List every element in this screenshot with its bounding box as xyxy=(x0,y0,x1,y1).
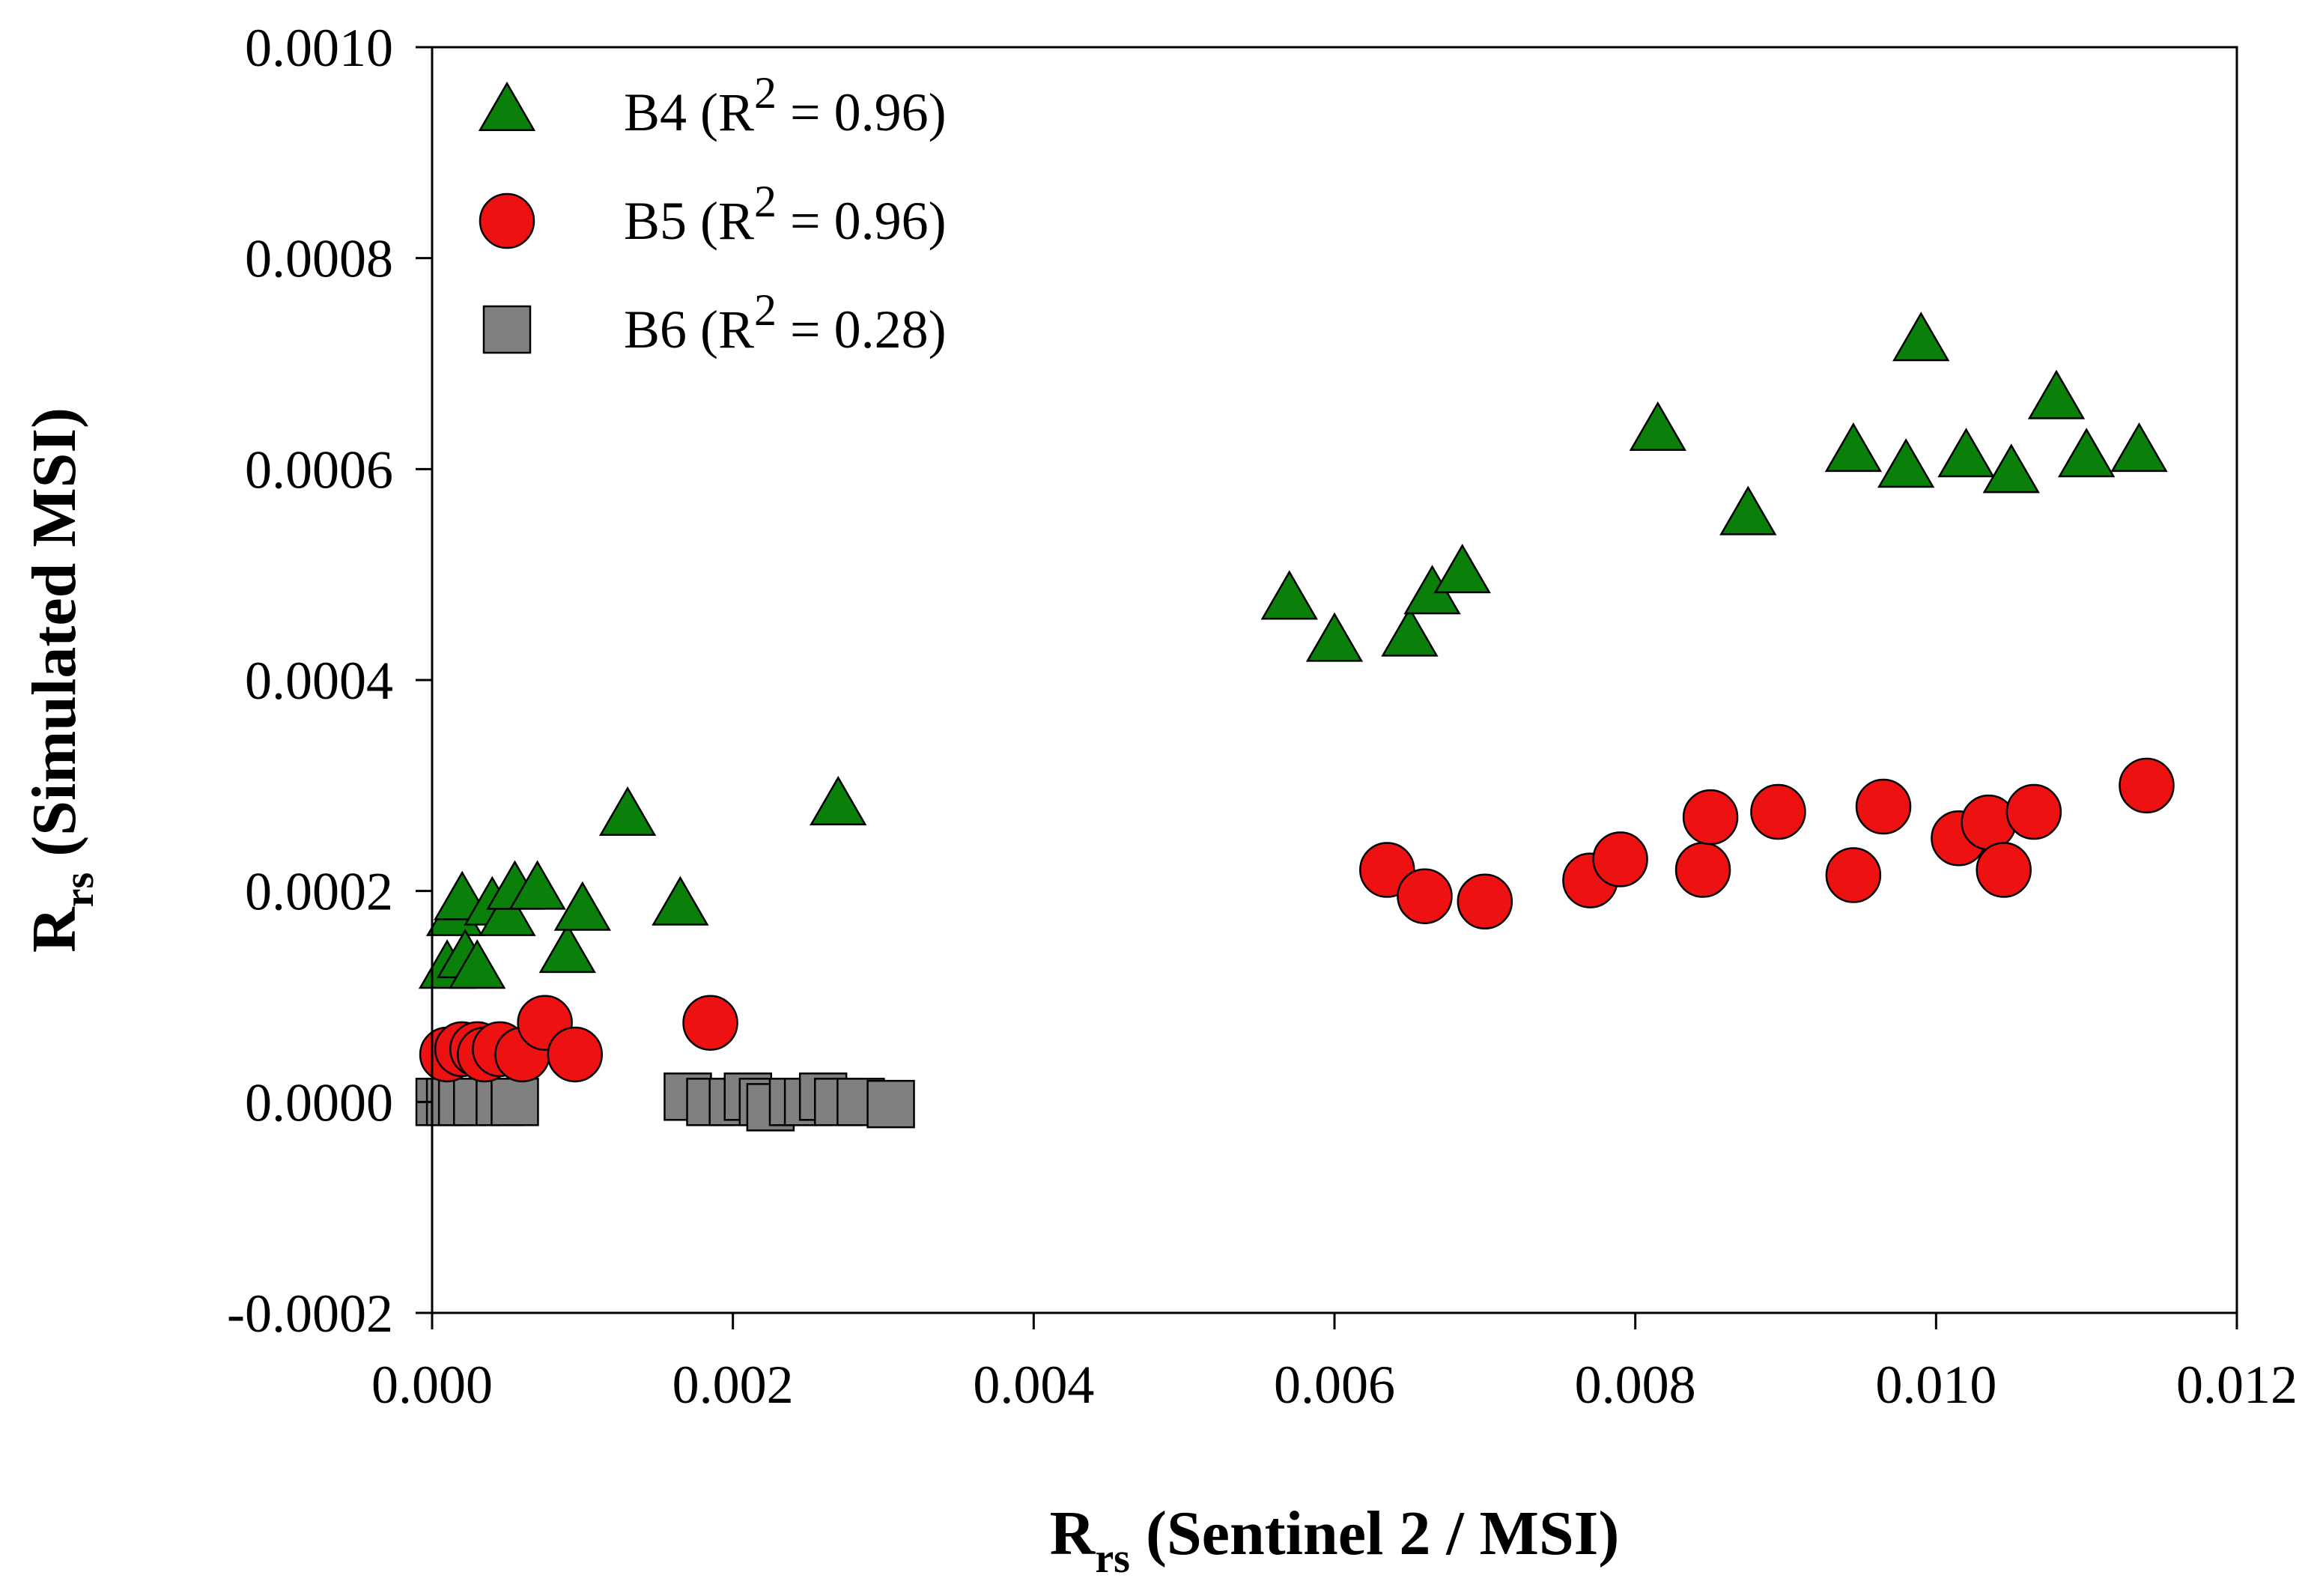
data-point-b4 xyxy=(1433,544,1491,594)
y-tick-label: 0.0008 xyxy=(245,229,393,289)
data-point-b5 xyxy=(1750,783,1806,840)
y-tick-label: 0.0004 xyxy=(245,651,393,711)
legend-label-text: B6 (R xyxy=(624,300,754,359)
data-point-b4 xyxy=(1982,443,2040,494)
series-b5 xyxy=(419,757,2175,1083)
x-axis-title-sub: rs xyxy=(1095,1535,1130,1582)
data-point-b4 xyxy=(1824,422,1883,473)
legend-label-text: = 0.28) xyxy=(777,300,947,359)
data-point-b5 xyxy=(1592,831,1648,887)
y-axis-title-rest: (Simulated MSI) xyxy=(19,407,89,873)
legend-item-b4: B4 (R2 = 0.96) xyxy=(478,68,947,142)
legend-label-text: = 0.96) xyxy=(777,191,947,251)
data-point-b5 xyxy=(2005,783,2062,840)
legend-item-b5: B5 (R2 = 0.96) xyxy=(479,177,947,251)
data-point-b5 xyxy=(547,1026,604,1083)
data-point-b5 xyxy=(1674,842,1731,898)
x-tick-label: 0.006 xyxy=(1274,1355,1395,1415)
legend-label-b5: B5 (R2 = 0.96) xyxy=(624,177,947,251)
y-axis-title: Rrs (Simulated MSI) xyxy=(19,407,103,953)
y-tick-label: 0.0000 xyxy=(245,1072,393,1132)
data-point-b4 xyxy=(449,939,506,989)
data-points xyxy=(415,312,2175,1132)
x-tick-label: 0.000 xyxy=(371,1355,493,1415)
data-point-b5 xyxy=(1397,868,1453,924)
data-point-b5 xyxy=(1825,847,1882,903)
data-point-b4 xyxy=(1877,438,1935,488)
series-b6 xyxy=(415,1072,915,1132)
data-point-b4 xyxy=(652,876,709,926)
x-tick-label: 0.010 xyxy=(1875,1355,1996,1415)
legend-label-text: = 0.96) xyxy=(777,82,947,142)
data-point-b6 xyxy=(491,1078,539,1126)
data-point-b4 xyxy=(2110,422,2168,473)
legend-item-b6: B6 (R2 = 0.28) xyxy=(482,285,947,359)
data-point-b4 xyxy=(553,881,611,931)
data-point-b5 xyxy=(1457,873,1513,929)
data-point-b4 xyxy=(598,786,657,837)
legend-label-text: B5 (R xyxy=(624,191,754,251)
data-point-b5 xyxy=(2119,757,2175,814)
data-point-b4 xyxy=(2058,428,2116,478)
data-point-b4 xyxy=(1629,401,1686,451)
x-tick-label: 0.002 xyxy=(672,1355,794,1415)
legend-label-superscript: 2 xyxy=(754,177,777,226)
y-tick-label: 0.0010 xyxy=(245,18,393,78)
x-tick-label: 0.008 xyxy=(1575,1355,1696,1415)
data-point-b5 xyxy=(1976,842,2032,898)
data-point-b5 xyxy=(1682,789,1739,846)
data-point-b4 xyxy=(508,860,566,910)
legend-label-superscript: 2 xyxy=(754,68,777,118)
data-point-b5 xyxy=(1855,778,1912,835)
data-point-b5 xyxy=(682,995,738,1051)
data-point-b4 xyxy=(2027,369,2086,419)
legend-marker-b5 xyxy=(479,192,535,249)
x-axis-title-rest: (Sentinel 2 / MSI) xyxy=(1130,1499,1619,1568)
data-point-b4 xyxy=(1892,312,1950,362)
x-axis-ticks: 0.000 0.002 0.004 0.006 0.008 0.010 0.012 xyxy=(371,1313,2298,1415)
x-axis-title-main: R xyxy=(1050,1499,1096,1568)
y-tick-label: -0.0002 xyxy=(227,1284,393,1344)
y-axis-ticks: -0.0002 0.0000 0.0002 0.0004 0.0006 0.0008 0.0… xyxy=(227,18,432,1344)
x-axis-title: Rrs (Sentinel 2 / MSI) xyxy=(1050,1499,1620,1582)
legend: B4 (R2 = 0.96)B5 (R2 = 0.96)B6 (R2 = 0.2… xyxy=(478,68,947,359)
y-axis-title-sub: rs xyxy=(56,873,103,908)
x-tick-label: 0.012 xyxy=(2176,1355,2298,1415)
x-tick-label: 0.004 xyxy=(973,1355,1094,1415)
data-point-b4 xyxy=(810,775,867,825)
data-point-b4 xyxy=(1937,428,1995,478)
legend-label-superscript: 2 xyxy=(754,285,777,335)
data-point-b4 xyxy=(538,923,596,974)
legend-marker-b6 xyxy=(482,305,532,354)
legend-label-b6: B6 (R2 = 0.28) xyxy=(624,285,947,359)
legend-marker-b4 xyxy=(478,81,536,131)
data-point-b6 xyxy=(866,1079,915,1129)
series-b4 xyxy=(418,312,2168,989)
legend-label-text: B4 (R xyxy=(624,82,754,142)
y-axis-title-main: R xyxy=(19,906,89,953)
data-point-b4 xyxy=(1260,570,1318,620)
y-tick-label: 0.0006 xyxy=(245,440,393,500)
data-point-b4 xyxy=(1719,485,1777,535)
data-point-b4 xyxy=(1305,612,1364,662)
y-tick-label: 0.0002 xyxy=(245,862,393,922)
data-point-b4 xyxy=(479,886,536,936)
legend-label-b4: B4 (R2 = 0.96) xyxy=(624,68,947,142)
data-point-b4 xyxy=(1381,607,1439,657)
